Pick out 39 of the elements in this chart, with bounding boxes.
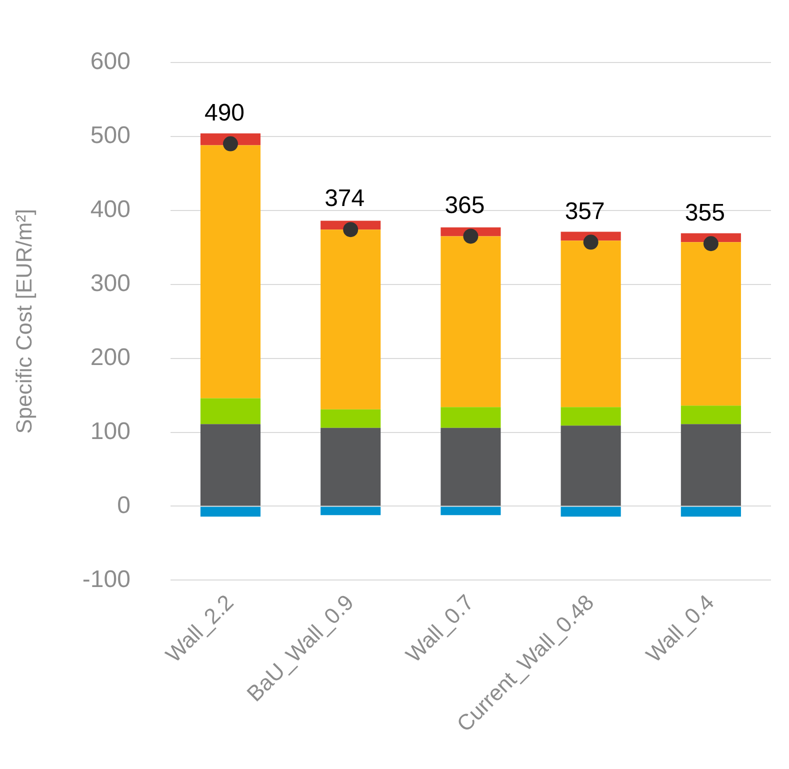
bar bbox=[680, 424, 741, 506]
bar bbox=[560, 506, 621, 517]
bar bbox=[440, 236, 501, 408]
bar bbox=[680, 406, 741, 424]
point bbox=[222, 136, 238, 152]
bar bbox=[680, 242, 741, 406]
data-label: 357 bbox=[564, 198, 605, 225]
y-tick-label: 400 bbox=[90, 196, 130, 223]
data-label: 374 bbox=[324, 185, 365, 212]
bar bbox=[560, 407, 621, 426]
bar bbox=[560, 240, 621, 408]
y-tick-label: 500 bbox=[90, 122, 130, 149]
y-tick-label: 600 bbox=[90, 48, 130, 76]
y-tick-label: 200 bbox=[90, 344, 130, 371]
y-tick-label: 100 bbox=[90, 418, 130, 445]
bar bbox=[320, 506, 381, 516]
bar bbox=[200, 424, 261, 506]
data-label: 365 bbox=[444, 192, 485, 219]
point bbox=[463, 228, 478, 244]
y-tick-label: 300 bbox=[90, 270, 130, 297]
bar bbox=[320, 230, 381, 410]
bar bbox=[200, 398, 261, 424]
y-tick-label: 0 bbox=[117, 492, 130, 519]
bar bbox=[440, 407, 501, 428]
bar bbox=[320, 409, 381, 428]
data-label: 490 bbox=[204, 99, 245, 126]
bar bbox=[560, 426, 621, 506]
point bbox=[703, 236, 718, 252]
bar bbox=[680, 506, 741, 517]
bar bbox=[440, 428, 501, 506]
bar bbox=[440, 506, 501, 516]
bar bbox=[320, 428, 381, 506]
point bbox=[583, 234, 598, 250]
point bbox=[343, 222, 358, 238]
y-axis-title: Specific Cost [EUR/m²] bbox=[11, 208, 36, 434]
y-tick-label: -100 bbox=[82, 566, 130, 593]
bar bbox=[200, 145, 261, 398]
data-label: 355 bbox=[684, 199, 725, 226]
bar bbox=[200, 506, 261, 517]
